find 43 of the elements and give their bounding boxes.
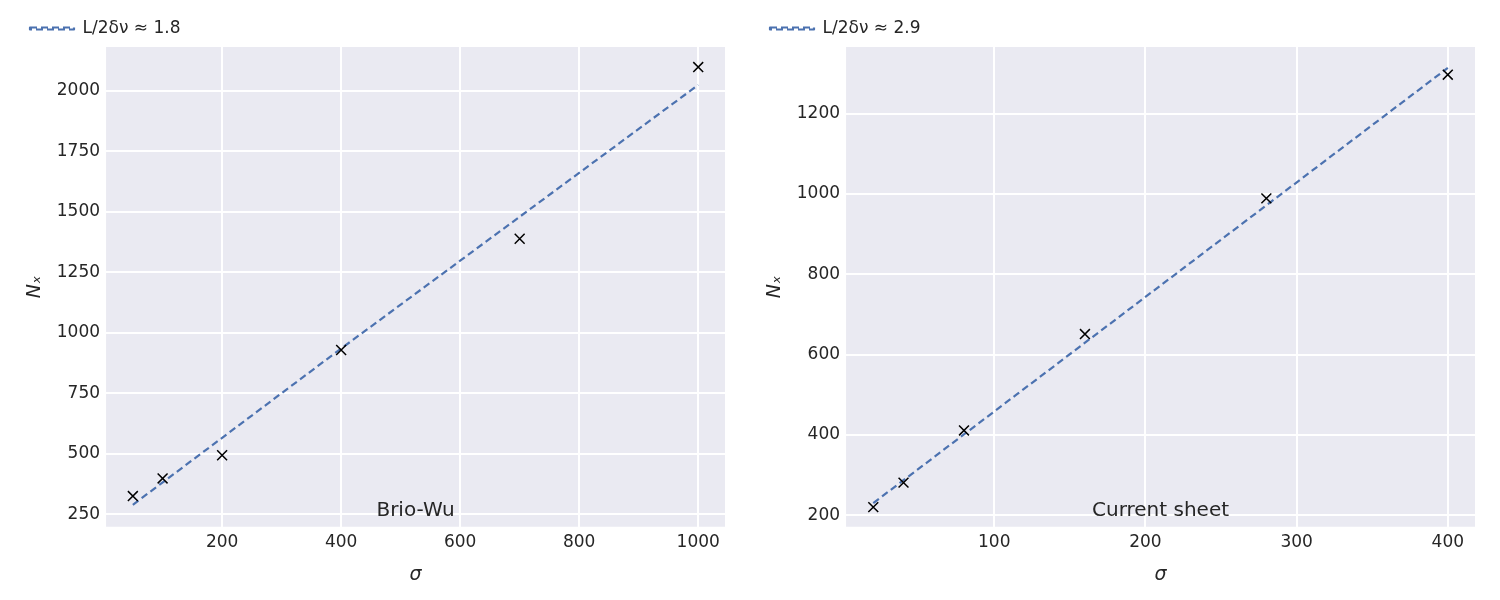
point xyxy=(958,424,970,437)
x-axis-title: σ xyxy=(409,561,423,584)
x-tick-label: 300 xyxy=(1280,531,1313,552)
x-tick-label: 800 xyxy=(562,531,596,552)
x-tick-label: 100 xyxy=(978,531,1011,552)
y-tick-label: 1500 xyxy=(56,200,101,221)
y-tick-label: 500 xyxy=(67,442,101,463)
y-tick-label: 600 xyxy=(807,342,841,363)
annotation: Current sheet xyxy=(1092,497,1230,521)
x-tick-label: 200 xyxy=(1129,531,1162,552)
legend-label: L/2δν ≈ 1.8 xyxy=(82,16,181,37)
point xyxy=(1442,69,1454,81)
point xyxy=(867,501,879,513)
legend-label: L/2δν ≈ 2.9 xyxy=(822,16,921,37)
y-axis-title: Nₓ xyxy=(22,275,45,299)
point xyxy=(127,490,139,502)
point xyxy=(513,233,526,245)
x-tick-label: 600 xyxy=(443,531,477,552)
x-tick-label: 1000 xyxy=(676,531,720,552)
y-tick-label: 750 xyxy=(67,381,101,402)
point xyxy=(335,344,347,356)
y-tick-label: 1000 xyxy=(796,182,841,203)
y-tick-label: 1200 xyxy=(796,102,841,123)
y-tick-label: 1250 xyxy=(56,260,101,281)
point xyxy=(897,476,910,489)
y-tick-label: 1750 xyxy=(56,139,101,160)
point xyxy=(156,472,169,485)
point xyxy=(1079,328,1091,340)
x-tick-label: 400 xyxy=(324,531,358,552)
y-tick-label: 1000 xyxy=(56,321,101,342)
annotation: Brio-Wu xyxy=(376,497,455,521)
x-tick-label: 400 xyxy=(1431,531,1465,552)
x-tick-label: 200 xyxy=(205,531,239,552)
point xyxy=(692,61,704,73)
y-axis-title: Nₓ xyxy=(762,275,785,299)
y-tick-label: 200 xyxy=(807,503,841,524)
y-tick-label: 2000 xyxy=(56,79,101,100)
y-tick-label: 800 xyxy=(807,262,841,283)
point xyxy=(1260,192,1273,205)
x-axis-title: σ xyxy=(1154,561,1168,584)
y-tick-label: 400 xyxy=(807,423,841,444)
point xyxy=(216,449,228,461)
y-tick-label: 250 xyxy=(67,502,101,523)
